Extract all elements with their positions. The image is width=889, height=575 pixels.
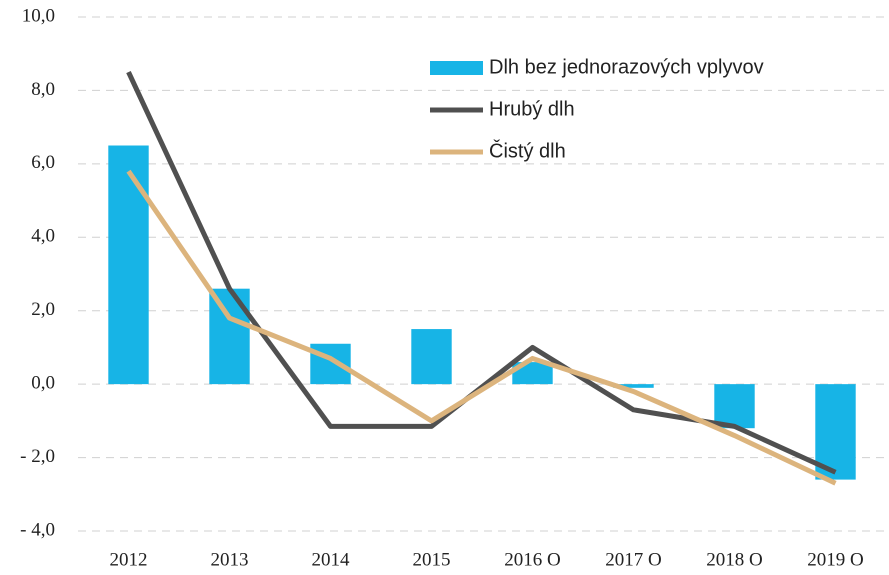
bar — [108, 145, 149, 385]
bar — [613, 384, 654, 388]
y-tick-label: 10,0 — [22, 5, 55, 26]
x-tick-label: 2019 O — [807, 549, 863, 570]
bar — [310, 343, 351, 385]
bar — [714, 384, 755, 429]
x-tick-label: 2018 O — [706, 549, 762, 570]
bar — [411, 329, 452, 385]
x-tick-label: 2012 — [110, 549, 148, 570]
line — [126, 169, 837, 486]
y-tick-label: 2,0 — [31, 299, 55, 320]
legend-label: Čistý dlh — [489, 139, 566, 162]
x-tick-label: 2017 O — [605, 549, 661, 570]
x-tick-label: 2016 O — [504, 549, 560, 570]
y-tick-label: 6,0 — [31, 152, 55, 173]
legend-label: Hrubý dlh — [489, 98, 575, 120]
y-tick-label: - 4,0 — [20, 519, 55, 540]
bar — [209, 288, 250, 385]
y-tick-label: 4,0 — [31, 226, 55, 247]
x-tick-label: 2013 — [211, 549, 249, 570]
y-tick-label: 0,0 — [31, 373, 55, 394]
legend-label: Dlh bez jednorazových vplyvov — [489, 56, 764, 78]
x-tick-label: 2014 — [312, 549, 351, 570]
y-tick-label: 8,0 — [31, 79, 55, 100]
y-tick-label: - 2,0 — [20, 446, 55, 467]
x-tick-label: 2015 — [413, 549, 451, 570]
legend-swatch — [430, 61, 483, 75]
